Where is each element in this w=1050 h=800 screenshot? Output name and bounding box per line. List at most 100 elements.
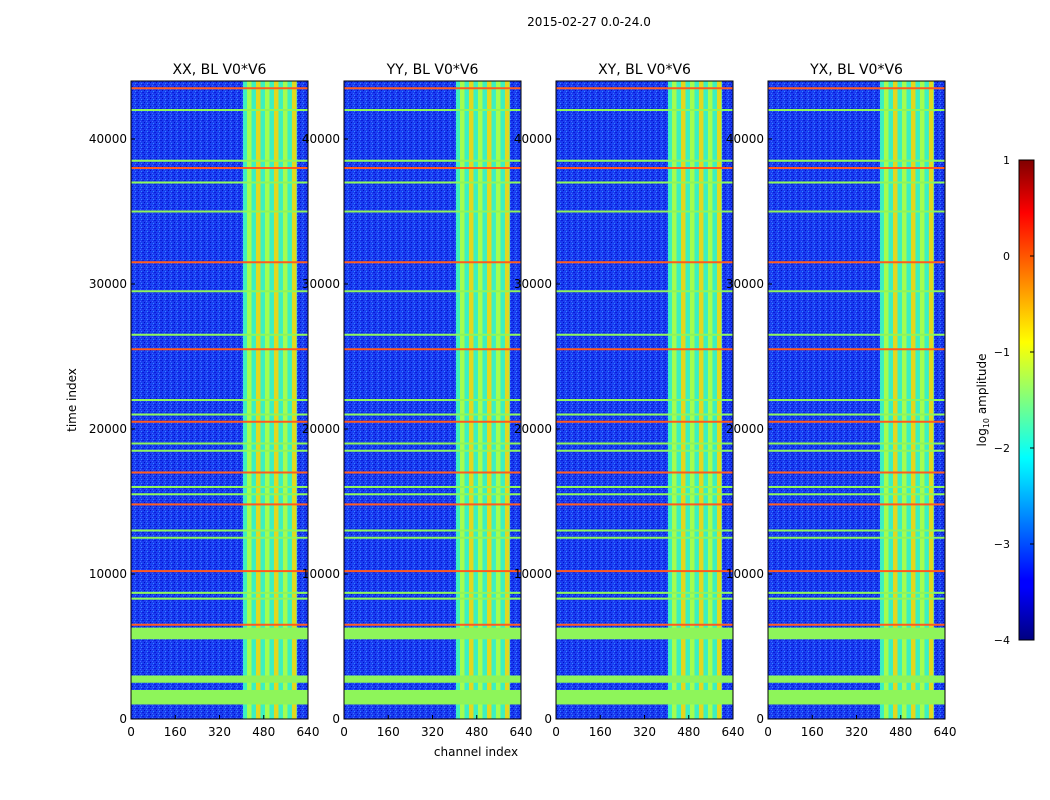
y-tick-label: 40000	[514, 132, 552, 146]
flagged-time-row	[344, 420, 521, 423]
panel-4: YX, BL V0*V6 0 160 320 480 640 0 10000 20000 3000…	[726, 62, 957, 739]
x-tick-label: 640	[934, 725, 957, 739]
flagged-time-row	[768, 597, 945, 600]
flagged-time-row	[768, 471, 945, 474]
flagged-time-row	[768, 449, 945, 452]
flagged-time-row	[131, 420, 308, 423]
flagged-time-row	[556, 570, 733, 573]
flagged-time-row	[768, 181, 945, 184]
flagged-time-row	[344, 159, 521, 162]
y-tick-label: 20000	[726, 422, 764, 436]
flagged-time-row	[344, 591, 521, 594]
colorbar-tick-label: −4	[994, 634, 1010, 647]
panel-3: XY, BL V0*V6 0 160 320 480 640 0 10000 20000 3000…	[514, 62, 745, 739]
flagged-time-row	[344, 348, 521, 351]
flagged-time-row	[344, 210, 521, 213]
y-tick-label: 0	[119, 712, 127, 726]
y-tick-label: 30000	[726, 277, 764, 291]
flagged-time-row	[131, 399, 308, 401]
flagged-time-row	[131, 471, 308, 474]
flagged-time-row	[556, 261, 733, 264]
flagged-time-row	[131, 529, 308, 532]
flagged-time-row	[556, 87, 733, 90]
flagged-time-band	[344, 627, 521, 640]
y-tick-label: 10000	[89, 567, 127, 581]
flagged-time-row	[344, 87, 521, 90]
flagged-time-row	[768, 348, 945, 351]
flagged-time-row	[131, 536, 308, 539]
y-tick-label: 40000	[302, 132, 340, 146]
colorbar-tick-label: −1	[994, 346, 1010, 359]
flagged-time-row	[344, 442, 521, 445]
flagged-time-row	[131, 591, 308, 594]
panel-title: YX, BL V0*V6	[809, 62, 903, 78]
x-tick-label: 640	[510, 725, 533, 739]
flagged-time-row	[131, 503, 308, 506]
flagged-time-row	[556, 399, 733, 401]
flagged-time-row	[556, 290, 733, 293]
x-tick-label: 320	[633, 725, 656, 739]
flagged-time-row	[556, 348, 733, 351]
flagged-time-row	[768, 210, 945, 213]
flagged-time-row	[131, 623, 308, 626]
flagged-time-row	[768, 420, 945, 423]
flagged-time-row	[768, 413, 945, 416]
x-tick-label: 160	[589, 725, 612, 739]
flagged-time-row	[768, 109, 945, 111]
colorbar-tick-label: −3	[994, 538, 1010, 551]
y-tick-label: 0	[756, 712, 764, 726]
flagged-time-row	[131, 290, 308, 293]
flagged-time-row	[131, 449, 308, 452]
flagged-time-row	[768, 159, 945, 162]
x-tick-label: 320	[845, 725, 868, 739]
x-tick-label: 0	[764, 725, 772, 739]
flagged-time-row	[344, 290, 521, 293]
x-tick-label: 480	[677, 725, 700, 739]
flagged-time-row	[768, 333, 945, 336]
flagged-time-row	[344, 449, 521, 452]
flagged-time-row	[556, 536, 733, 539]
flagged-time-row	[768, 486, 945, 488]
flagged-time-row	[131, 442, 308, 445]
flagged-time-row	[344, 503, 521, 506]
flagged-time-row	[768, 623, 945, 626]
y-tick-label: 30000	[302, 277, 340, 291]
flagged-time-band	[768, 627, 945, 640]
y-tick-label: 10000	[302, 567, 340, 581]
flagged-time-band	[131, 627, 308, 640]
flagged-time-band	[131, 690, 308, 705]
y-tick-label: 30000	[89, 277, 127, 291]
flagged-time-band	[131, 675, 308, 683]
flagged-time-row	[131, 181, 308, 184]
y-tick-label: 40000	[726, 132, 764, 146]
colorbar-ticks: 1 0 −1 −2 −3 −4	[994, 154, 1034, 647]
flagged-time-row	[131, 167, 308, 169]
flagged-time-row	[344, 261, 521, 264]
flagged-time-row	[556, 181, 733, 184]
flagged-time-row	[556, 471, 733, 474]
flagged-time-row	[131, 597, 308, 600]
flagged-time-row	[344, 493, 521, 496]
panel-1: XX, BL V0*V6 0 160 320 480 640 0 10000 20000 3000…	[89, 62, 320, 739]
x-tick-label: 160	[377, 725, 400, 739]
flagged-time-row	[768, 493, 945, 496]
flagged-time-row	[556, 420, 733, 423]
flagged-time-row	[131, 413, 308, 416]
flagged-time-row	[556, 159, 733, 162]
flagged-time-band	[768, 675, 945, 683]
flagged-time-row	[556, 333, 733, 336]
y-tick-label: 40000	[89, 132, 127, 146]
panel-title: XX, BL V0*V6	[173, 62, 267, 78]
flagged-time-row	[556, 623, 733, 626]
flagged-time-row	[131, 159, 308, 162]
flagged-time-row	[131, 261, 308, 264]
flagged-time-row	[556, 529, 733, 532]
flagged-time-row	[344, 167, 521, 169]
y-tick-label: 0	[544, 712, 552, 726]
x-tick-label: 640	[722, 725, 745, 739]
flagged-time-band	[556, 627, 733, 640]
flagged-time-row	[768, 87, 945, 90]
flagged-time-row	[131, 348, 308, 351]
flagged-time-row	[768, 591, 945, 594]
